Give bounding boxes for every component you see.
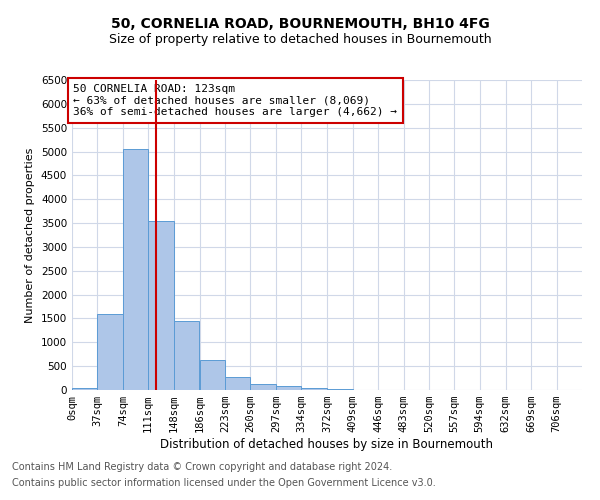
Text: 50 CORNELIA ROAD: 123sqm
← 63% of detached houses are smaller (8,069)
36% of sem: 50 CORNELIA ROAD: 123sqm ← 63% of detach… [73, 84, 397, 117]
Bar [328, 389, 353, 390]
Bar [173, 321, 199, 390]
Bar [72, 388, 97, 390]
X-axis label: Distribution of detached houses by size in Bournemouth: Distribution of detached houses by size … [161, 438, 493, 451]
Text: 50, CORNELIA ROAD, BOURNEMOUTH, BH10 4FG: 50, CORNELIA ROAD, BOURNEMOUTH, BH10 4FG [110, 18, 490, 32]
Bar [97, 314, 123, 390]
Bar [301, 388, 326, 390]
Y-axis label: Number of detached properties: Number of detached properties [25, 148, 35, 322]
Bar [200, 360, 225, 390]
Text: Contains public sector information licensed under the Open Government Licence v3: Contains public sector information licen… [12, 478, 436, 488]
Bar [276, 386, 301, 390]
Bar [148, 220, 173, 390]
Bar [250, 384, 276, 390]
Bar [225, 376, 250, 390]
Text: Size of property relative to detached houses in Bournemouth: Size of property relative to detached ho… [109, 32, 491, 46]
Text: Contains HM Land Registry data © Crown copyright and database right 2024.: Contains HM Land Registry data © Crown c… [12, 462, 392, 472]
Bar [123, 149, 148, 390]
